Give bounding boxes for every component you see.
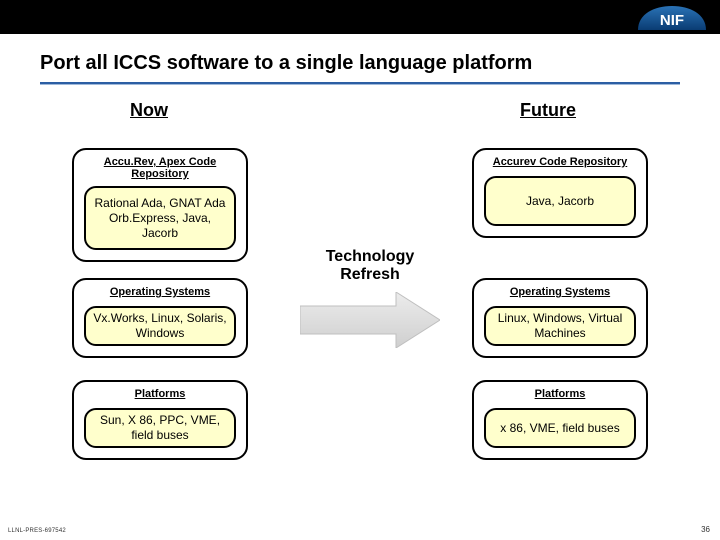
future-platforms-content: x 86, VME, field buses [484,408,636,448]
column-heading-now: Now [130,100,168,121]
top-bar [0,0,720,34]
future-os-label: Operating Systems [474,286,646,298]
now-platforms-box: Platforms Sun, X 86, PPC, VME, field bus… [72,380,248,460]
footer-right: 36 [701,525,710,534]
future-os-content: Linux, Windows, Virtual Machines [484,306,636,346]
future-platforms-label: Platforms [474,388,646,400]
now-code-repo-content: Rational Ada, GNAT Ada Orb.Express, Java… [84,186,236,250]
now-os-content: Vx.Works, Linux, Solaris, Windows [84,306,236,346]
slide-root: NIF Port all ICCS software to a single l… [0,0,720,540]
future-code-repo-label: Accurev Code Repository [474,156,646,168]
now-platforms-label: Platforms [74,388,246,400]
future-os-box: Operating Systems Linux, Windows, Virtua… [472,278,648,358]
now-code-repo-label: Accu.Rev, Apex Code Repository [74,156,246,180]
nif-logo: NIF [636,4,708,32]
now-os-box: Operating Systems Vx.Works, Linux, Solar… [72,278,248,358]
future-code-repo-content: Java, Jacorb [484,176,636,226]
svg-text:NIF: NIF [660,12,684,29]
footer-left: LLNL-PRES-697542 [8,528,66,534]
arrow-icon [300,292,440,353]
now-platforms-content: Sun, X 86, PPC, VME, field buses [84,408,236,448]
now-os-label: Operating Systems [74,286,246,298]
now-code-repo-box: Accu.Rev, Apex Code Repository Rational … [72,148,248,262]
slide-title: Port all ICCS software to a single langu… [40,52,680,75]
column-heading-future: Future [520,100,576,121]
future-code-repo-box: Accurev Code Repository Java, Jacorb [472,148,648,238]
future-platforms-box: Platforms x 86, VME, field buses [472,380,648,460]
technology-refresh-label: Technology Refresh [300,248,440,284]
title-rule [40,82,680,85]
